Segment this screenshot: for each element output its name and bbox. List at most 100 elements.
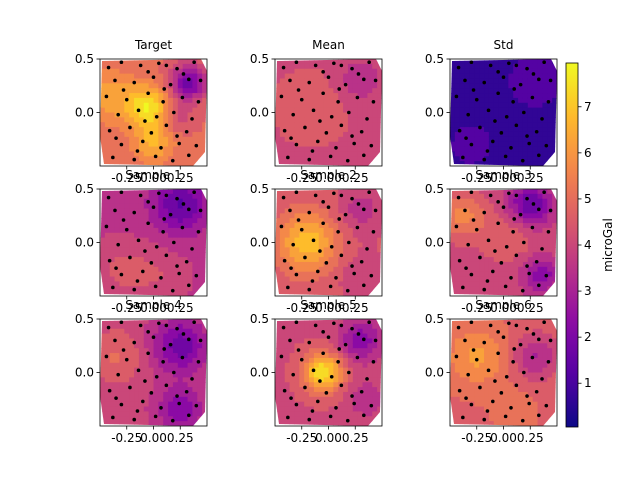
sample-point: [289, 136, 293, 140]
contour-cell: [313, 218, 320, 224]
contour-cell: [289, 227, 296, 234]
contour-cell: [372, 257, 378, 263]
contour-cell: [134, 343, 140, 349]
contour-cell: [192, 357, 198, 364]
contour-cell: [153, 391, 159, 398]
contour-cell: [537, 131, 544, 138]
contour-cell: [518, 112, 524, 118]
contour-cell: [498, 223, 505, 229]
sample-point: [514, 323, 519, 328]
contour-cell: [119, 161, 125, 166]
contour-cell: [124, 391, 130, 398]
contour-cell: [134, 333, 140, 340]
contour-cell: [493, 122, 500, 128]
contour-cell: [192, 382, 198, 388]
contour-cell: [294, 382, 300, 388]
contour-cell: [508, 353, 514, 359]
contour-cell: [338, 102, 344, 109]
contour-cell: [119, 151, 125, 157]
contour-cell: [104, 141, 111, 148]
contour-cell: [119, 107, 125, 114]
contour-cell: [294, 411, 300, 417]
contour-cell: [168, 117, 174, 123]
contour-cell: [299, 411, 305, 417]
contour-cell: [163, 203, 169, 210]
sample-point: [525, 326, 529, 331]
sample-point: [114, 396, 118, 400]
contour-cell: [464, 83, 471, 89]
contour-cell: [333, 401, 339, 408]
contour-cell: [352, 218, 359, 224]
contour-cell: [309, 286, 315, 292]
contour-cell: [377, 78, 382, 84]
contour-cell: [109, 357, 116, 364]
contour-cell: [498, 252, 505, 258]
contour-cell: [513, 68, 519, 75]
sample-point: [286, 155, 290, 160]
contour-cell: [547, 362, 553, 369]
panel-title: Sample 4: [125, 298, 181, 312]
contour-cell: [114, 333, 121, 340]
sample-point: [296, 348, 301, 352]
contour-cell: [469, 333, 475, 340]
contour-cell: [138, 136, 145, 143]
contour-cell: [279, 401, 286, 408]
contour-cell: [367, 136, 373, 143]
contour-cell: [289, 291, 296, 296]
contour-cell: [143, 252, 150, 258]
contour-cell: [552, 276, 557, 283]
contour-cell: [537, 266, 544, 273]
contour-cell: [333, 382, 339, 388]
sample-point: [491, 269, 495, 274]
contour-cell: [153, 127, 159, 133]
contour-cell: [138, 161, 145, 166]
contour-cell: [318, 223, 325, 229]
contour-cell: [148, 396, 155, 403]
contour-cell: [202, 63, 207, 70]
contour-cell: [522, 208, 529, 214]
contour-cell: [158, 141, 164, 148]
contour-cell: [119, 261, 125, 268]
contour-cell: [474, 242, 480, 248]
contour-cell: [513, 391, 519, 398]
contour-cell: [552, 252, 557, 258]
contour-cell: [124, 218, 130, 224]
contour-cell: [508, 401, 514, 408]
contour-cell: [197, 343, 203, 349]
contour-cell: [275, 416, 281, 422]
sample-point: [187, 77, 191, 82]
contour-cell: [197, 93, 203, 99]
contour-cell: [464, 338, 471, 344]
contour-cell: [318, 291, 325, 296]
contour-cell: [134, 203, 140, 210]
contour-cell: [104, 319, 111, 325]
contour-cell: [328, 189, 334, 195]
contour-cell: [372, 122, 378, 128]
contour-cell: [537, 208, 544, 214]
contour-cell: [362, 218, 369, 224]
contour-cell: [168, 387, 174, 393]
contour-cell: [527, 406, 534, 413]
contour-cell: [362, 396, 369, 403]
contour-cell: [323, 189, 330, 195]
contour-cell: [474, 276, 480, 283]
contour-cell: [464, 203, 471, 210]
contour-cell: [323, 63, 330, 70]
contour-cell: [134, 218, 140, 224]
contour-cell: [172, 353, 179, 359]
contour-cell: [362, 107, 369, 114]
contour-cell: [158, 223, 164, 229]
sample-point: [311, 368, 316, 373]
contour-cell: [357, 396, 364, 403]
contour-cell: [518, 247, 524, 253]
contour-cell: [309, 203, 315, 210]
contour-cell: [357, 357, 364, 364]
sample-point: [187, 283, 191, 288]
contour-cell: [143, 362, 150, 369]
contour-cell: [522, 136, 529, 143]
contour-cell: [503, 208, 509, 214]
contour-cell: [493, 372, 500, 378]
sample-point: [522, 370, 526, 375]
contour-cell: [542, 266, 548, 273]
contour-cell: [275, 266, 281, 273]
